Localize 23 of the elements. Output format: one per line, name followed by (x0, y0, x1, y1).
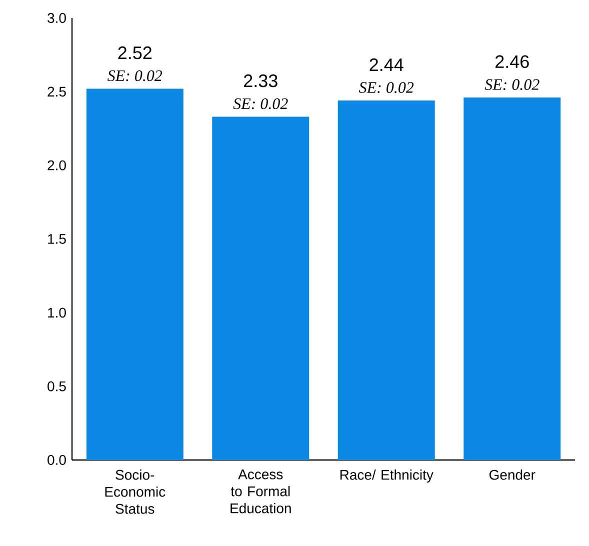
x-tick-label: Race/ Ethnicity (340, 470, 434, 483)
data-label: 2.46 (496, 55, 529, 68)
x-tick-label: Gender (489, 470, 536, 480)
annotation: SE: 0.02 (233, 98, 288, 110)
bar (86, 88, 184, 460)
y-tick-label: 2.0 (48, 160, 66, 170)
annotation: SE: 0.02 (108, 70, 162, 82)
bar (464, 98, 561, 460)
bar (338, 100, 435, 460)
x-tick-label: Socio-Economic Status (105, 470, 166, 514)
y-tick-label: 0.5 (48, 381, 66, 392)
data-label: 2.33 (244, 74, 278, 88)
y-tick-label: 2.5 (48, 86, 66, 97)
y-tick-label: 1.0 (48, 308, 66, 318)
data-label: 2.44 (370, 58, 404, 71)
y-tick-label: 0.0 (48, 455, 66, 465)
data-label: 2.52 (118, 46, 152, 60)
bar (212, 116, 310, 460)
x-tick-label: Access to Formal Education (230, 470, 291, 514)
y-tick-label: 3.0 (48, 13, 66, 23)
annotation: SE: 0.02 (359, 82, 414, 93)
y-tick-label: 1.5 (48, 234, 66, 244)
annotation: SE: 0.02 (484, 79, 540, 90)
